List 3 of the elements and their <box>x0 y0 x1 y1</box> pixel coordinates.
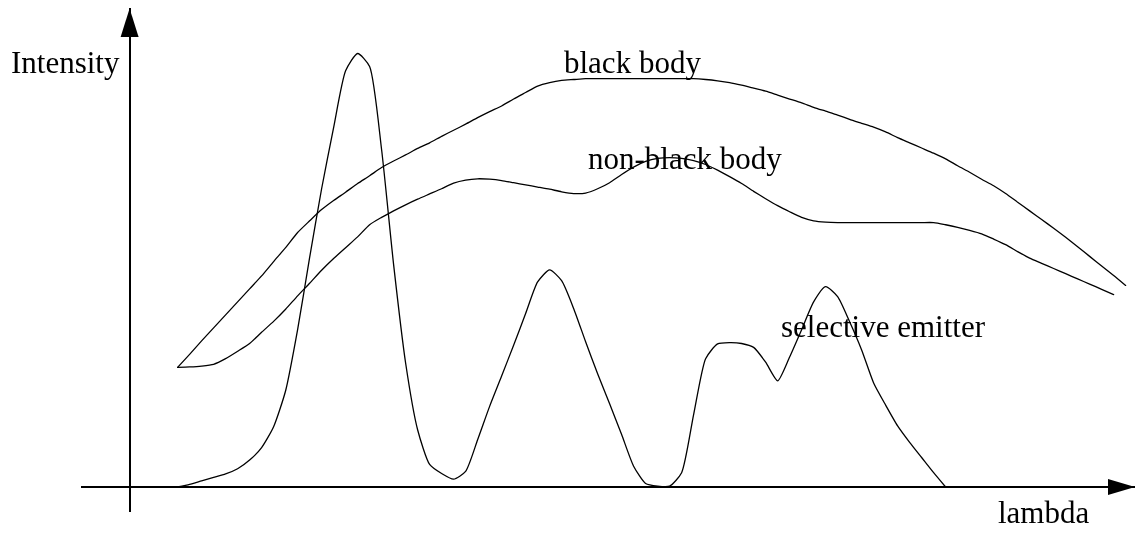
x-axis-title: lambda <box>998 495 1090 530</box>
series-label: black body <box>564 45 702 80</box>
y-axis-title: Intensity <box>11 45 120 80</box>
